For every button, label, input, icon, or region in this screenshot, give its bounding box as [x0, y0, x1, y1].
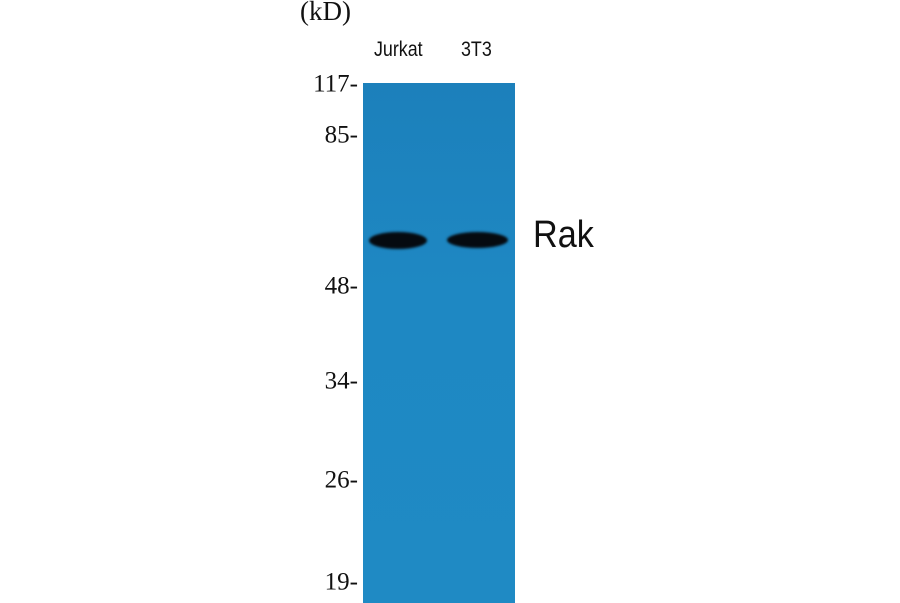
marker-85: 85- — [324, 121, 358, 149]
marker-26: 26- — [324, 466, 358, 494]
marker-34: 34- — [324, 367, 358, 395]
unit-label: (kD) — [300, 0, 351, 26]
band-jurkat — [369, 232, 427, 249]
marker-19: 19- — [324, 568, 358, 596]
marker-48: 48- — [324, 272, 358, 300]
blot-membrane — [363, 83, 515, 603]
marker-117: 117- — [313, 70, 358, 98]
band-3t3 — [447, 232, 508, 248]
lane-label-jurkat: Jurkat — [374, 38, 423, 61]
target-protein-label: Rak — [533, 214, 594, 256]
lane-label-3t3: 3T3 — [461, 38, 492, 61]
